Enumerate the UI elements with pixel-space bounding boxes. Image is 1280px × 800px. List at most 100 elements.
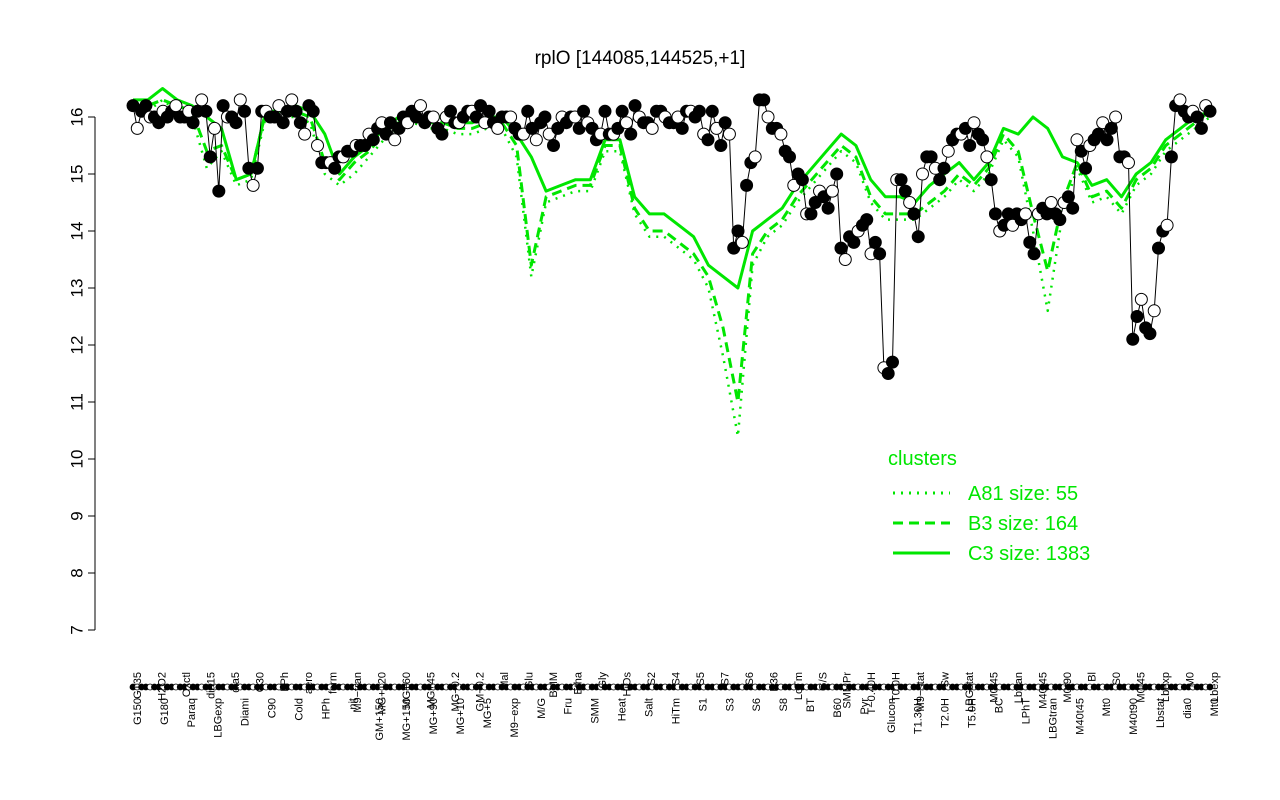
x-tick-label-bottom: LPhT <box>1020 698 1032 725</box>
sample-point <box>705 104 719 118</box>
x-tick-label-top: Oxctl <box>181 672 193 697</box>
legend-label: B3 size: 164 <box>968 513 1078 535</box>
x-tick-label-top: S4 <box>670 672 682 685</box>
sample-point <box>821 201 835 215</box>
sample-point <box>1160 218 1174 232</box>
x-tick-label-top: Gly <box>597 672 609 689</box>
sample-point <box>1018 207 1032 221</box>
sample-points <box>126 93 1217 380</box>
sample-point <box>521 104 535 118</box>
sample-point <box>1143 327 1157 341</box>
x-tick-label-bottom: Salt <box>643 698 655 717</box>
x-tick-label-top: MG+45 <box>426 672 438 708</box>
sample-point <box>645 121 659 135</box>
x-tick-label-top: Sw <box>940 672 952 687</box>
x-tick-label-bottom: G180 <box>159 698 171 725</box>
sample-point <box>1173 93 1187 107</box>
x-tick-label-top: MG+120 <box>377 672 389 715</box>
x-tick-label-top: LBGstat <box>964 672 976 712</box>
x-tick-label-bottom: Glucon <box>886 698 898 733</box>
sample-point <box>1100 133 1114 147</box>
sample-point <box>233 93 247 107</box>
x-tick-label-bottom: T5.0H <box>967 698 979 728</box>
sample-point <box>782 150 796 164</box>
sample-point <box>740 178 754 192</box>
sample-point <box>577 104 591 118</box>
x-tick-label-bottom: MG+150 <box>401 698 413 741</box>
sample-point <box>916 167 930 181</box>
sample-point <box>838 253 852 266</box>
sample-point <box>1190 110 1204 124</box>
x-tick-label-top: SMMPr <box>842 672 854 709</box>
condition-marker <box>1206 683 1214 691</box>
sample-point <box>774 127 788 141</box>
x-tick-label-top: BMM <box>548 672 560 698</box>
sample-point <box>984 173 998 187</box>
sample-point <box>1134 292 1148 306</box>
x-tick-label-top: Mal <box>499 672 511 690</box>
x-tick-label-top: G135 <box>132 672 144 699</box>
sample-point <box>444 104 458 118</box>
sample-point <box>208 121 222 135</box>
sample-point <box>615 104 629 118</box>
sample-point <box>1070 133 1084 147</box>
sample-point <box>1121 156 1135 170</box>
sample-point <box>757 93 771 107</box>
x-tick-label-top: T0.0H <box>891 672 903 702</box>
sample-point <box>328 161 342 175</box>
sample-point <box>924 150 938 164</box>
x-tick-label-top: HiOs <box>621 672 633 697</box>
x-tick-label-top: S2 <box>646 672 658 685</box>
x-tick-label-bottom: HiTm <box>670 698 682 724</box>
sample-point <box>1147 304 1161 318</box>
x-tick-label-bottom: B60 <box>832 698 844 718</box>
x-tick-label-bottom: Pyr <box>859 698 871 715</box>
sample-point <box>1152 241 1166 255</box>
x-tick-label-top: C30 <box>254 672 266 692</box>
sample-point <box>529 133 543 147</box>
sample-point <box>229 116 243 130</box>
x-tick-label-top: ferm <box>328 672 340 694</box>
sample-point <box>289 104 303 118</box>
sample-point <box>860 213 874 227</box>
sample-point <box>988 207 1002 221</box>
sample-point <box>1164 150 1178 164</box>
sample-point <box>898 184 912 198</box>
sample-point <box>731 224 745 238</box>
x-tick-label-bottom: M40t90 <box>1128 698 1140 735</box>
sample-point <box>761 110 775 124</box>
legend-label: C3 size: 1383 <box>968 543 1090 565</box>
sample-point <box>967 116 981 130</box>
x-tick-label-bottom: LBGexp <box>213 698 225 738</box>
sample-point <box>1061 190 1075 204</box>
x-tick-label-top: Lbexp <box>1209 672 1221 702</box>
sample-point <box>907 207 921 221</box>
x-tick-label-bottom: LBGtran <box>1047 698 1059 739</box>
sample-point <box>1104 121 1118 135</box>
x-tick-label-top: Lbexp <box>1160 672 1172 702</box>
x-tick-label-top: aero <box>303 672 315 694</box>
x-tick-label-bottom: M40t45 <box>1074 698 1086 735</box>
sample-point <box>735 235 749 249</box>
sample-point <box>804 207 818 221</box>
sample-point <box>298 127 312 141</box>
x-tick-label-bottom: Mt0 <box>1209 698 1221 716</box>
sample-point <box>250 161 264 175</box>
sample-point <box>199 104 213 118</box>
y-tick-label: 12 <box>67 336 86 355</box>
x-tick-label-top: Etha <box>572 671 584 695</box>
sample-point <box>1130 310 1144 323</box>
x-tick-label-bottom: M9−exp <box>509 698 521 737</box>
sample-point <box>538 110 552 124</box>
y-tick-label: 9 <box>67 511 86 520</box>
sample-point <box>825 184 839 198</box>
sample-point <box>976 133 990 147</box>
sample-point <box>1203 104 1217 118</box>
sample-point <box>435 127 449 141</box>
axes: 7 8 9 10 11 12 13 14 15 16 <box>67 108 96 635</box>
x-tick-label-top: S5 <box>695 672 707 685</box>
sample-point <box>894 173 908 187</box>
legend-title: clusters <box>888 448 957 470</box>
sample-point <box>276 116 290 130</box>
